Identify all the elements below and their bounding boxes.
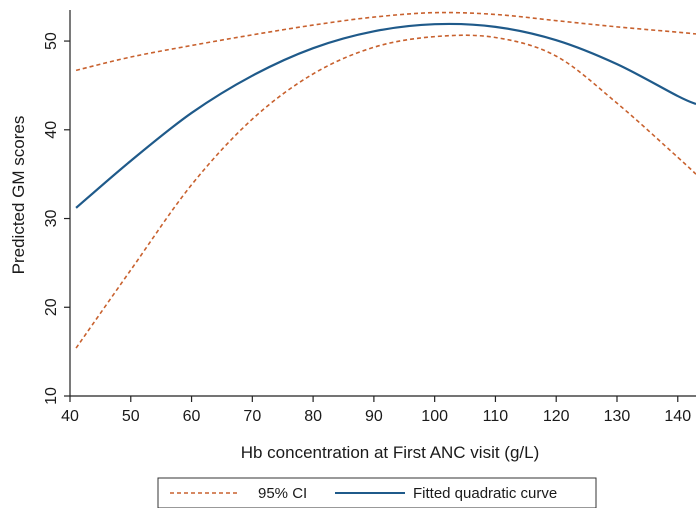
legend: 95% CI Fitted quadratic curve <box>158 478 596 508</box>
x-tick-label: 50 <box>122 408 140 425</box>
y-tick-label: 30 <box>43 210 60 228</box>
x-tick-label: 70 <box>243 408 261 425</box>
ci-upper-line <box>76 13 696 71</box>
legend-label-fitted: Fitted quadratic curve <box>413 485 557 502</box>
x-tick-label: 90 <box>365 408 383 425</box>
y-tick-label: 20 <box>43 298 60 316</box>
x-tick-label: 110 <box>483 408 509 425</box>
fitted-curve-line <box>76 24 696 208</box>
x-axis-label: Hb concentration at First ANC visit (g/L… <box>241 443 540 462</box>
x-tick-label: 40 <box>61 408 79 425</box>
y-tick-label: 40 <box>43 121 60 139</box>
axes: 40 50 60 70 80 90 100 110 120 130 140 10 20 30 40 50 <box>43 10 696 425</box>
x-tick-label: 120 <box>543 408 570 425</box>
series-layer <box>76 13 696 349</box>
x-tick-label: 130 <box>604 408 631 425</box>
y-tick-label: 50 <box>43 32 60 50</box>
y-axis-label: Predicted GM scores <box>9 116 28 275</box>
ci-lower-line <box>76 35 696 348</box>
x-tick-label: 60 <box>183 408 201 425</box>
x-tick-label: 100 <box>421 408 448 425</box>
legend-label-ci: 95% CI <box>258 485 307 502</box>
y-tick-label: 10 <box>43 387 60 405</box>
x-tick-label: 140 <box>664 408 691 425</box>
x-tick-label: 80 <box>304 408 322 425</box>
